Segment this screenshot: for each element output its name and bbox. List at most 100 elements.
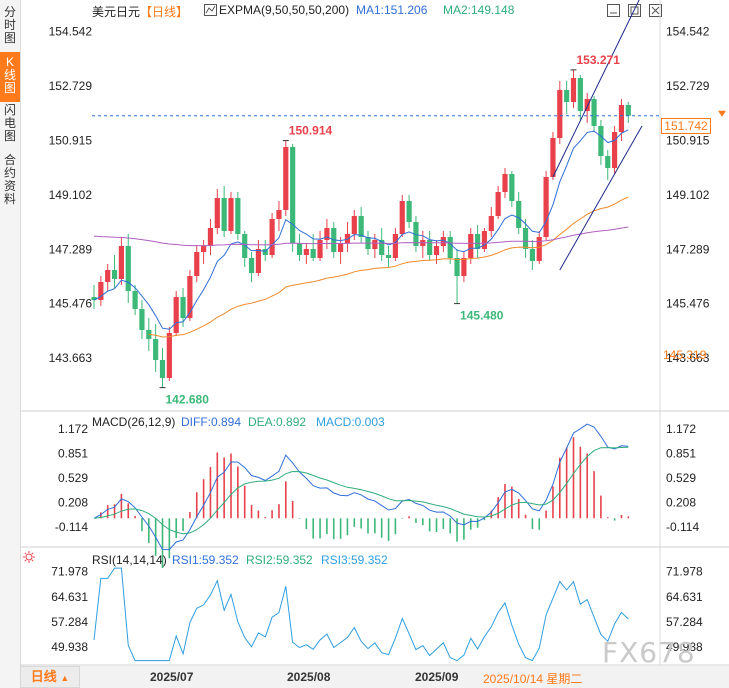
macd-tick-right: 0.208	[666, 495, 696, 509]
extreme-label: 145.480	[460, 309, 504, 323]
y-tick-left: 145.476	[49, 297, 93, 311]
candle-body	[605, 156, 611, 168]
y-tick-left: 143.663	[49, 351, 93, 365]
indicator-swap-icon[interactable]	[204, 4, 217, 16]
candle-body	[454, 258, 460, 276]
candle-body	[577, 78, 583, 111]
candle-body	[296, 243, 303, 255]
macd-value: MACD:0.003	[316, 415, 385, 429]
tab-flash-chart[interactable]: 闪电图	[3, 103, 16, 143]
macd-tick-left: 1.172	[58, 422, 88, 436]
macd-diff-line	[93, 423, 629, 551]
y-tick-right: 143.663	[666, 351, 710, 365]
current-price-tag: 151.742	[661, 117, 711, 134]
close-icon[interactable]	[649, 4, 662, 17]
current-price-value: 151.742	[664, 118, 708, 133]
macd-tick-right: 1.172	[666, 422, 696, 436]
tab-time-chart[interactable]: 分时图	[3, 5, 16, 45]
rsi3-value: RSI3:59.352	[321, 553, 388, 567]
ema9-line	[93, 129, 629, 330]
candle-body	[625, 105, 631, 116]
candle-body	[475, 234, 481, 249]
candle-body	[317, 240, 323, 258]
rsi-tick-right: 71.978	[666, 565, 703, 579]
candle-body	[351, 216, 357, 234]
candle-body	[166, 333, 172, 378]
candle-body	[324, 228, 330, 240]
candle-body	[447, 237, 453, 258]
rsi-tick-left: 64.631	[51, 590, 88, 604]
tab-contract-info[interactable]: 合约资料	[3, 153, 16, 206]
window-controls	[607, 4, 662, 17]
candle-body	[118, 246, 124, 279]
macd-tick-left: 0.529	[58, 471, 88, 485]
y-tick-right: 154.542	[666, 25, 710, 39]
extreme-label: 150.914	[289, 124, 333, 138]
candle-body	[276, 210, 282, 219]
candle-body	[255, 249, 261, 273]
candle-body	[159, 360, 166, 378]
candle-body	[406, 201, 412, 222]
channel-lower-line	[559, 125, 643, 271]
y-tick-right: 152.729	[666, 79, 710, 93]
rsi-tick-left: 57.284	[51, 615, 88, 629]
candle-body	[584, 99, 590, 111]
candle-body	[536, 237, 542, 261]
candle-body	[194, 252, 200, 276]
y-tick-right: 150.915	[666, 134, 710, 148]
candle-body	[598, 126, 604, 156]
symbol-name: 美元日元	[92, 5, 141, 19]
date-tick-2: 2025/09	[415, 670, 459, 684]
indicator-name: EXPMA(9,50,50,50,200)	[219, 3, 350, 17]
candle-body	[111, 270, 118, 279]
rsi-tick-left: 49.938	[51, 640, 88, 654]
macd-tick-left: 0.851	[58, 446, 88, 460]
candle-body	[187, 276, 193, 318]
period-select-button[interactable]: 日线 ▲	[20, 666, 80, 688]
macd-title: MACD(26,12,9)	[92, 415, 176, 429]
rsi-tick-right: 64.631	[666, 590, 703, 604]
ma2-value: MA2:149.148	[443, 3, 515, 17]
candle-body	[468, 234, 474, 258]
macd-diff: DIFF:0.894	[181, 415, 242, 429]
restore-icon[interactable]	[628, 4, 641, 17]
candle-body	[379, 240, 385, 255]
candle-body	[125, 246, 131, 291]
candle-body	[399, 201, 405, 234]
period-select-label: 日线	[30, 669, 57, 684]
candle-body	[132, 291, 138, 309]
candle-body	[290, 147, 296, 243]
settings-icon[interactable]	[23, 551, 35, 563]
candle-body	[502, 174, 508, 192]
extreme-label: 142.680	[166, 393, 210, 407]
current-date: 2025/10/14 星期二	[483, 672, 583, 686]
candle-body	[173, 297, 179, 333]
candle-body	[557, 90, 563, 138]
rsi-tick-right: 49.938	[666, 640, 703, 654]
extreme-label: 153.271	[577, 53, 621, 67]
period-label: 【日线】	[140, 5, 189, 19]
candle-body	[591, 99, 597, 126]
candle-body	[310, 249, 316, 258]
y-tick-right: 149.102	[666, 188, 710, 202]
macd-tick-right: 0.529	[666, 471, 696, 485]
ema50-line	[148, 196, 629, 338]
minimize-icon[interactable]	[607, 4, 620, 17]
price-pointer-icon	[718, 110, 726, 117]
y-tick-left: 147.289	[49, 242, 93, 256]
candle-body	[221, 198, 227, 231]
ma-marker-value: 145.319	[663, 348, 707, 362]
candle-body	[522, 228, 529, 249]
candle-body	[564, 90, 570, 102]
candle-body	[413, 222, 419, 246]
y-tick-right: 147.289	[666, 242, 710, 256]
macd-tick-right: 0.851	[666, 446, 696, 460]
y-tick-right: 145.476	[666, 297, 710, 311]
candle-body	[488, 216, 494, 231]
candle-body	[392, 234, 398, 258]
macd-tick-right: -0.114	[666, 520, 699, 534]
candle-body	[201, 246, 207, 252]
